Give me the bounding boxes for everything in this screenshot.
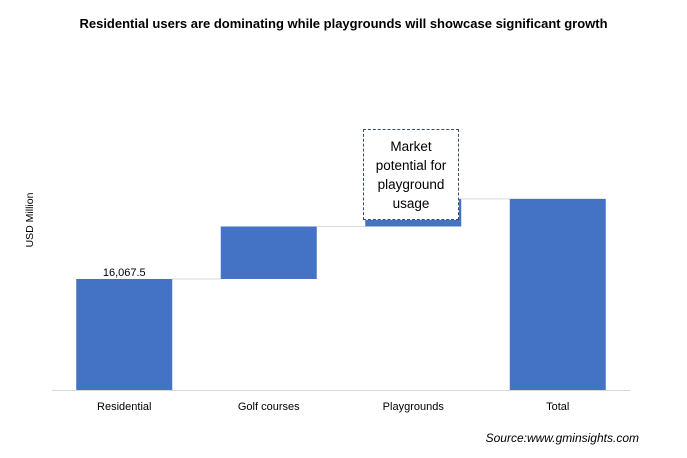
annotation-callout: Market potential for playground usage (363, 129, 459, 220)
x-tick-label: Residential (97, 401, 151, 413)
source-note: Source:www.gminsights.com (485, 431, 639, 445)
x-tick-label: Golf courses (238, 401, 300, 413)
data-label: 16,067.5 (103, 267, 146, 279)
chart-title: Residential users are dominating while p… (79, 16, 608, 31)
bar-residential (76, 278, 173, 390)
bar-golf-courses (220, 226, 317, 279)
x-tick-label: Total (546, 401, 569, 413)
x-tick-label: Playgrounds (383, 401, 445, 413)
bar-total (509, 198, 606, 390)
